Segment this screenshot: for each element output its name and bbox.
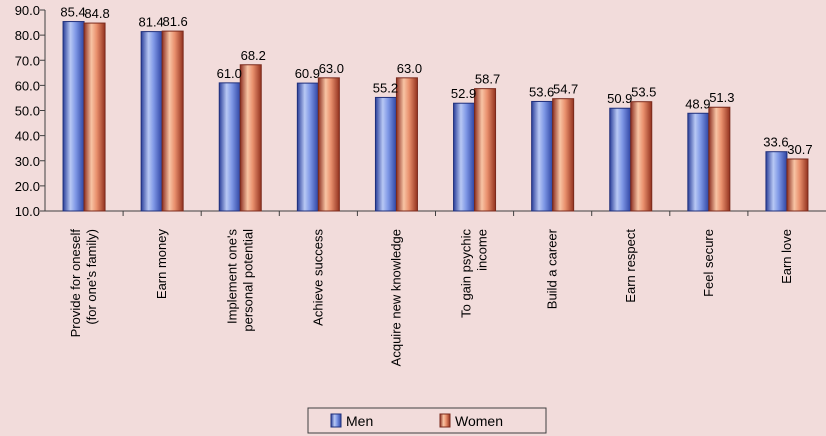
bar-men-2 (218, 82, 241, 212)
y-tick-label: 10.0 (15, 204, 40, 219)
bar-men-8 (687, 112, 710, 212)
category-label-line: To gain psychic (459, 229, 474, 318)
y-tick-label: 60.0 (15, 78, 40, 93)
bar-women-9 (786, 158, 809, 212)
data-label-women-3: 63.0 (319, 61, 344, 76)
category-label-line: Earn love (779, 229, 794, 284)
y-tick-label: 50.0 (15, 104, 40, 119)
data-label-men-4: 55.2 (373, 80, 398, 95)
category-label-2: Implement one's personal potential (224, 229, 255, 332)
category-label-0: Provide for oneself (for one's family) (68, 229, 99, 338)
data-labels: 85.4 81.4 61.0 60.9 55.2 52.9 53.6 50.9 48.9 33.6… (60, 5, 812, 157)
y-tick-label: 20.0 (15, 179, 40, 194)
legend: Men Women (307, 407, 547, 434)
category-label-line: personal potential (240, 229, 255, 332)
data-label-men-7: 50.9 (607, 91, 632, 106)
bar-women-8 (708, 106, 731, 212)
data-label-men-1: 81.4 (138, 15, 163, 30)
bar-men-7 (609, 107, 632, 212)
y-tick-label: 80.0 (15, 28, 40, 43)
category-label-line: Feel secure (701, 229, 716, 297)
category-label-5: To gain psychic income (459, 229, 490, 318)
bar-women-5 (474, 88, 497, 212)
bar-women-4 (395, 77, 418, 212)
data-label-men-3: 60.9 (295, 66, 320, 81)
y-tick-label: 70.0 (15, 53, 40, 68)
bar-women-6 (552, 98, 575, 212)
category-label-line: Provide for oneself (68, 229, 83, 338)
bar-women-0 (83, 22, 106, 212)
category-label-line: Build a career (545, 228, 560, 309)
legend-swatch-women (439, 413, 451, 428)
category-label-line: Earn money (154, 229, 169, 300)
bar-women-2 (239, 64, 262, 212)
bar-women-3 (317, 77, 340, 212)
y-tick-label: 90.0 (15, 3, 40, 18)
category-label-3: Achieve success (310, 229, 325, 326)
bar-men-1 (140, 31, 163, 212)
category-label-line: Achieve success (310, 229, 325, 326)
data-label-women-5: 58.7 (475, 72, 500, 87)
category-label-6: Build a career (545, 228, 560, 309)
bar-men-5 (453, 102, 476, 212)
bar-women-1 (161, 30, 184, 212)
data-label-men-6: 53.6 (529, 84, 554, 99)
bar-men-0 (62, 21, 85, 212)
data-label-men-8: 48.9 (685, 96, 710, 111)
category-label-9: Earn love (779, 229, 794, 284)
data-label-women-0: 84.8 (84, 6, 109, 21)
category-label-7: Earn respect (623, 229, 638, 303)
category-label-line: Earn respect (623, 229, 638, 303)
bar-men-3 (296, 82, 319, 212)
data-label-women-8: 51.3 (709, 90, 734, 105)
data-label-men-9: 33.6 (763, 135, 788, 150)
category-label-line: (for one's family) (84, 229, 99, 325)
data-label-men-5: 52.9 (451, 86, 476, 101)
data-label-men-2: 61.0 (217, 66, 242, 81)
legend-swatch-men (330, 413, 342, 428)
category-label-8: Feel secure (701, 229, 716, 297)
data-label-women-6: 54.7 (553, 82, 578, 97)
data-label-women-9: 30.7 (787, 142, 812, 157)
bar-men-6 (531, 100, 554, 212)
data-label-women-4: 63.0 (397, 61, 422, 76)
bar-men-4 (374, 96, 397, 212)
category-label-4: Acquire new knowledge (388, 229, 403, 366)
legend-label-women: Women (455, 413, 503, 429)
bar-men-9 (765, 151, 788, 212)
bars (62, 21, 809, 212)
data-label-women-1: 81.6 (162, 14, 187, 29)
category-label-line: Implement one's (224, 229, 239, 324)
data-label-women-2: 68.2 (241, 48, 266, 63)
category-labels: Provide for oneself (for one's family) Ear… (68, 228, 794, 366)
y-tick-label: 30.0 (15, 154, 40, 169)
data-label-women-7: 53.5 (631, 85, 656, 100)
category-label-1: Earn money (154, 229, 169, 300)
legend-box (307, 407, 547, 434)
bar-women-7 (630, 101, 653, 212)
category-label-line: Acquire new knowledge (388, 229, 403, 366)
legend-label-men: Men (346, 413, 373, 429)
y-tick-label: 40.0 (15, 129, 40, 144)
category-label-line: income (475, 229, 490, 271)
data-label-men-0: 85.4 (60, 5, 85, 20)
